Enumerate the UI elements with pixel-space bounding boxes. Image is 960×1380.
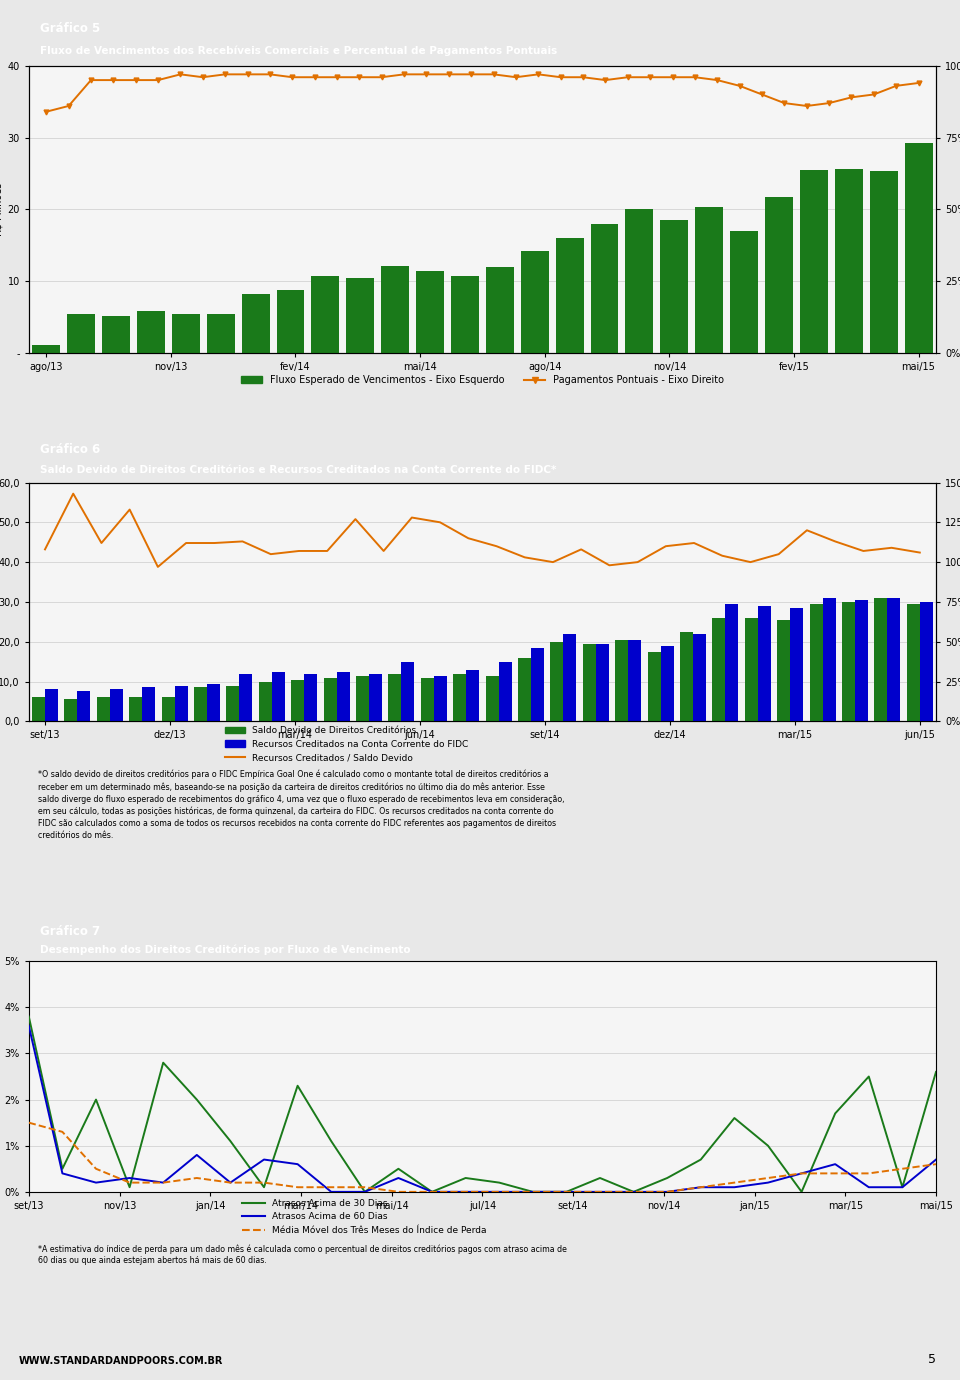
Bar <box>64 700 78 722</box>
Bar <box>259 682 272 722</box>
Bar <box>227 686 239 722</box>
Bar <box>311 276 339 353</box>
Bar <box>175 686 187 722</box>
Text: Gráfico 7: Gráfico 7 <box>39 925 100 937</box>
Bar <box>907 604 920 722</box>
Bar <box>304 673 317 722</box>
Bar <box>757 606 771 722</box>
Bar <box>142 687 156 722</box>
Bar <box>904 144 932 353</box>
Bar <box>583 643 596 722</box>
Bar <box>800 170 828 353</box>
Bar <box>67 313 95 353</box>
Text: Saldo Devido de Direitos Creditórios e Recursos Creditados na Conta Corrente do : Saldo Devido de Direitos Creditórios e R… <box>39 465 556 475</box>
Bar <box>420 678 434 722</box>
Bar <box>172 313 200 353</box>
Bar <box>712 618 726 722</box>
Bar <box>648 651 660 722</box>
Bar <box>434 676 446 722</box>
Bar <box>102 316 130 353</box>
Bar <box>842 602 855 722</box>
Bar <box>590 224 618 353</box>
Bar <box>628 640 641 722</box>
Bar <box>520 251 549 353</box>
Bar <box>276 290 304 353</box>
Bar <box>823 598 835 722</box>
Legend: Fluxo Esperado de Vencimentos - Eixo Esquerdo, Pagamentos Pontuais - Eixo Direit: Fluxo Esperado de Vencimentos - Eixo Esq… <box>237 371 728 389</box>
Bar <box>337 672 349 722</box>
Bar <box>486 266 514 353</box>
Bar <box>206 315 234 353</box>
Bar <box>693 633 706 722</box>
Bar <box>401 661 415 722</box>
Text: *A estimativa do índice de perda para um dado mês é calculada como o percentual : *A estimativa do índice de perda para um… <box>37 1245 566 1265</box>
Text: *O saldo devido de direitos creditórios para o FIDC Empírica Goal One é calculad: *O saldo devido de direitos creditórios … <box>37 770 564 839</box>
Bar <box>97 697 109 722</box>
Bar <box>731 230 758 353</box>
Text: Gráfico 6: Gráfico 6 <box>39 443 100 455</box>
Bar <box>835 170 863 353</box>
Bar <box>680 632 693 722</box>
Bar <box>596 643 609 722</box>
Bar <box>660 646 674 722</box>
Bar <box>137 310 165 353</box>
Bar <box>809 604 823 722</box>
Legend: Saldo Devido de Direitos Creditórios, Recursos Creditados na Conta Corrente do F: Saldo Devido de Direitos Creditórios, Re… <box>221 723 471 766</box>
Text: Fluxo de Vencimentos dos Recebíveis Comerciais e Percentual de Pagamentos Pontua: Fluxo de Vencimentos dos Recebíveis Come… <box>39 46 557 57</box>
Bar <box>356 676 369 722</box>
Bar <box>324 678 337 722</box>
Bar <box>467 669 479 722</box>
Text: WWW.STANDARDANDPOORS.COM.BR: WWW.STANDARDANDPOORS.COM.BR <box>19 1357 224 1366</box>
Bar <box>920 602 933 722</box>
Bar <box>291 679 304 722</box>
Bar <box>33 345 60 353</box>
Bar <box>531 647 544 722</box>
Bar <box>347 277 374 353</box>
Bar <box>790 607 804 722</box>
Bar <box>564 633 576 722</box>
Bar <box>626 210 654 353</box>
Bar <box>660 221 688 353</box>
Bar <box>765 196 793 353</box>
Legend: Atrasos Acima de 30 Dias, Atrasos Acima de 60 Dias, Média Móvel dos Três Meses d: Atrasos Acima de 30 Dias, Atrasos Acima … <box>239 1195 491 1239</box>
Bar <box>875 598 887 722</box>
Bar <box>161 697 175 722</box>
Text: Desempenho dos Direitos Creditórios por Fluxo de Vencimento: Desempenho dos Direitos Creditórios por … <box>39 944 410 955</box>
Bar <box>550 642 564 722</box>
Bar <box>855 600 868 722</box>
Bar <box>207 683 220 722</box>
Bar <box>381 266 409 353</box>
Bar <box>615 640 628 722</box>
Text: 5: 5 <box>928 1354 936 1366</box>
Bar <box>778 620 790 722</box>
Bar <box>78 691 90 722</box>
Text: Gráfico 5: Gráfico 5 <box>39 22 100 34</box>
Bar <box>194 687 207 722</box>
Bar <box>109 690 123 722</box>
Bar <box>451 276 479 353</box>
Bar <box>870 171 898 353</box>
Bar <box>130 697 142 722</box>
Bar <box>416 270 444 353</box>
Bar <box>726 604 738 722</box>
Bar <box>887 598 900 722</box>
Bar <box>518 658 531 722</box>
Bar <box>242 294 270 353</box>
Y-axis label: R$ Milhões: R$ Milhões <box>0 182 3 236</box>
Bar <box>32 697 45 722</box>
Bar <box>45 690 58 722</box>
Bar <box>498 661 512 722</box>
Bar <box>695 207 723 353</box>
Bar <box>556 239 584 353</box>
Bar <box>745 618 757 722</box>
Bar <box>239 673 252 722</box>
Bar <box>389 673 401 722</box>
Bar <box>369 673 382 722</box>
Bar <box>453 673 467 722</box>
Bar <box>486 676 498 722</box>
Bar <box>272 672 285 722</box>
